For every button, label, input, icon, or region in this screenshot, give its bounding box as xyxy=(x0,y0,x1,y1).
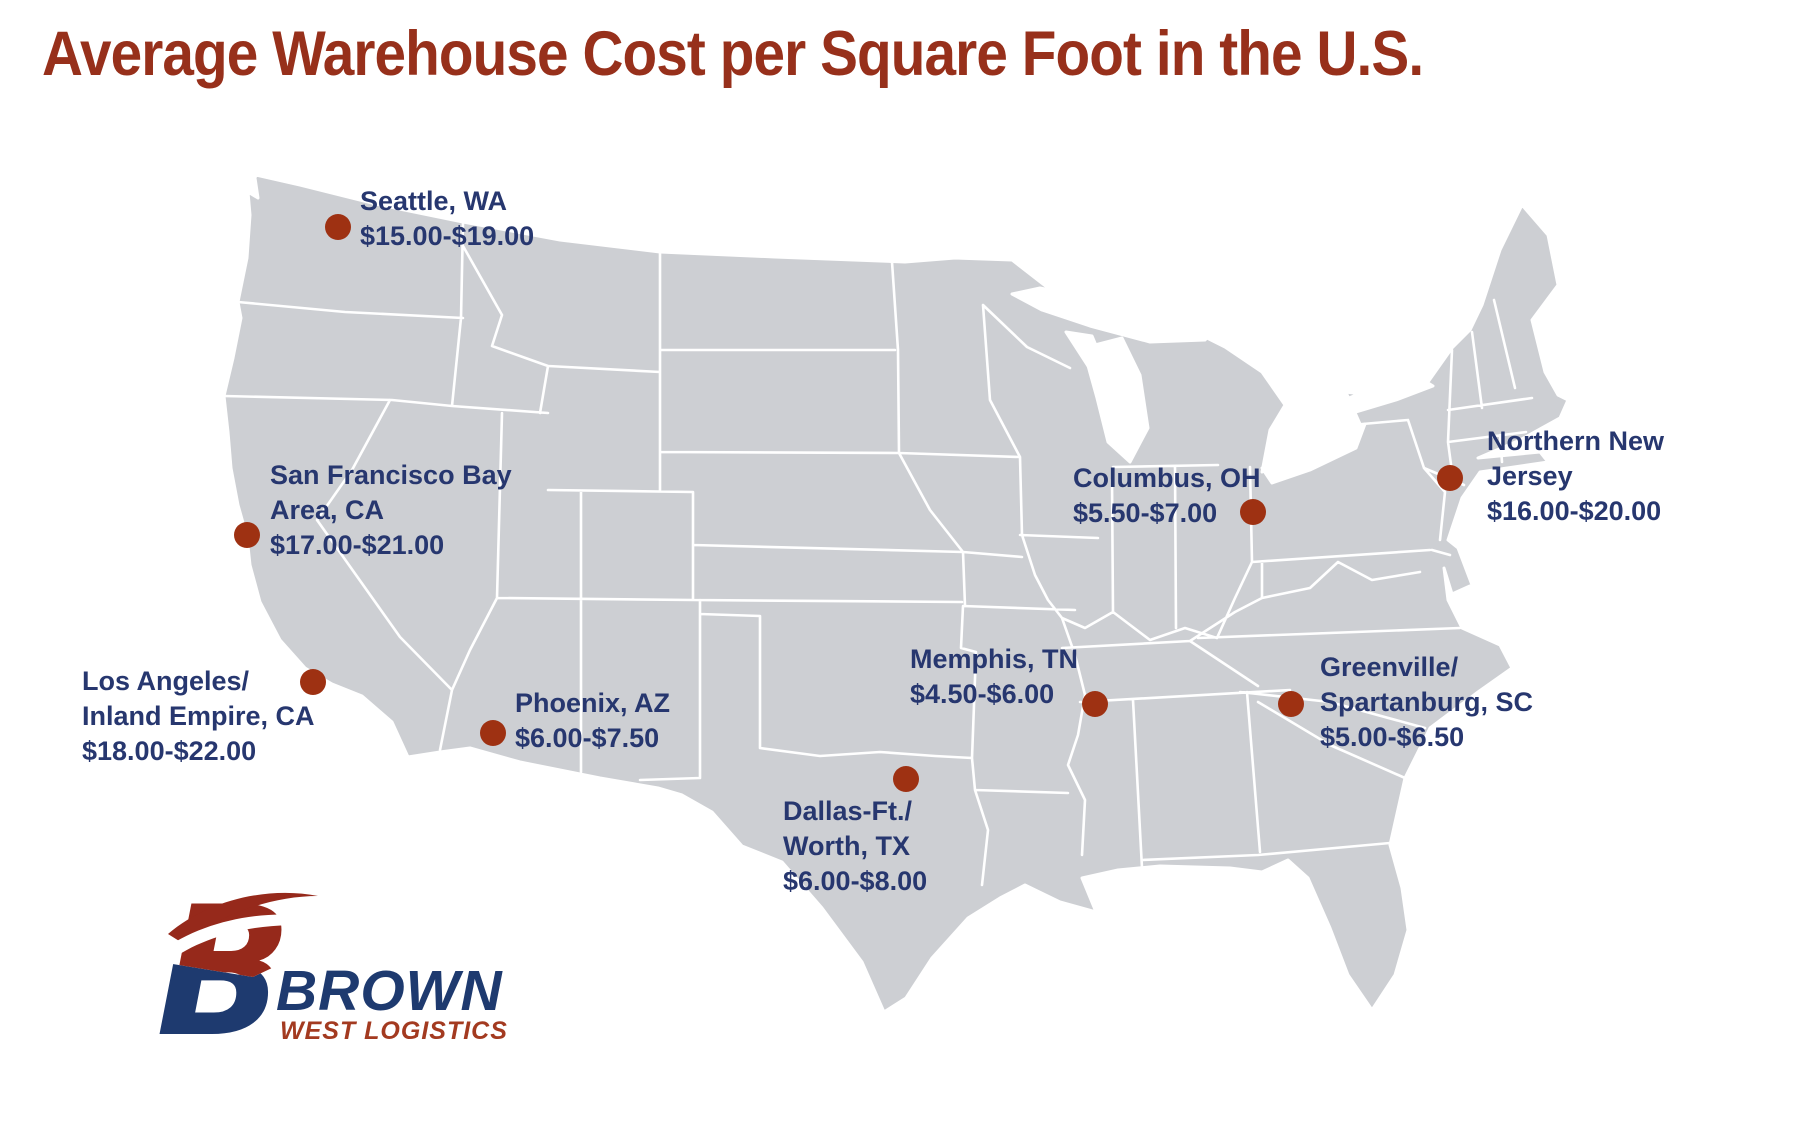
city-label-line: Jersey xyxy=(1487,461,1573,491)
city-dot-phoenix xyxy=(480,720,506,746)
city-dot-seattle xyxy=(325,214,351,240)
city-label-line: Spartanburg, SC xyxy=(1320,687,1534,717)
city-label-greenville: Greenville/Spartanburg, SC $5.00-$6.50 xyxy=(1320,650,1533,755)
city-label-line: Greenville/ xyxy=(1320,652,1459,682)
city-label-memphis: Memphis, TN $4.50-$6.00 xyxy=(910,642,1078,712)
city-label-line: Phoenix, AZ xyxy=(515,688,671,718)
city-label-northern-new-jersey: Northern New Jersey $16.00-$20.00 xyxy=(1487,424,1664,529)
page-title: Average Warehouse Cost per Square Foot i… xyxy=(42,19,1424,89)
city-label-phoenix: Phoenix, AZ $6.00-$7.50 xyxy=(515,686,670,756)
logo-tagline-text: WEST LOGISTICS xyxy=(280,1017,508,1045)
city-label-dallas: Dallas-Ft./ Worth, TX $6.00-$8.00 xyxy=(783,794,927,899)
city-label-line: $17.00-$21.00 xyxy=(270,530,445,560)
city-dot-los-angeles xyxy=(300,669,326,695)
city-label-line: $5.50-$7.00 xyxy=(1073,498,1218,528)
lake-superior xyxy=(1010,286,1242,344)
city-label-line: $6.00-$8.00 xyxy=(783,866,928,896)
city-dot-greenville xyxy=(1278,691,1304,717)
city-label-line: Seattle, WA xyxy=(360,186,508,216)
city-label-line: Memphis, TN xyxy=(910,644,1079,674)
logo-b-mark: B B xyxy=(158,882,318,1062)
city-dot-dallas xyxy=(893,766,919,792)
city-label-line: Los Angeles/ xyxy=(82,666,250,696)
city-label-san-francisco: San Francisco Bay Area, CA $17.00-$21.00 xyxy=(270,458,512,563)
logo-brand-text: BROWN xyxy=(276,959,503,1023)
city-label-line: $15.00-$19.00 xyxy=(360,221,535,251)
city-label-line: $5.00-$6.50 xyxy=(1320,722,1465,752)
city-label-seattle: Seattle, WA $15.00-$19.00 xyxy=(360,184,534,254)
lake-erie xyxy=(1260,422,1367,485)
lake-ontario xyxy=(1338,376,1435,414)
city-dot-columbus xyxy=(1240,499,1266,525)
brand-logo-svg: B B BROWN WEST LOGISTICS xyxy=(158,882,508,1062)
city-label-los-angeles: Los Angeles/Inland Empire, CA $18.00-$22.… xyxy=(82,664,315,769)
green-bay xyxy=(1064,330,1110,376)
city-dot-memphis xyxy=(1082,691,1108,717)
city-label-line: Area, CA xyxy=(270,495,385,525)
city-label-line: $18.00-$22.00 xyxy=(82,736,257,766)
city-label-line: Northern New xyxy=(1487,426,1665,456)
city-label-line: $16.00-$20.00 xyxy=(1487,496,1662,526)
logo-speedline xyxy=(160,914,308,962)
city-label-line: $6.00-$7.50 xyxy=(515,723,660,753)
city-label-line: $4.50-$6.00 xyxy=(910,679,1055,709)
city-label-line: Columbus, OH xyxy=(1073,463,1261,493)
city-label-columbus: Columbus, OH $5.50-$7.00 xyxy=(1073,461,1261,531)
logo-speedline-2 xyxy=(228,966,308,1058)
city-label-line: San Francisco Bay xyxy=(270,460,512,490)
city-dot-san-francisco xyxy=(234,522,260,548)
city-label-line: Dallas-Ft./ xyxy=(783,796,913,826)
city-label-line: Worth, TX xyxy=(783,831,910,861)
city-dot-northern-new-jersey xyxy=(1437,465,1463,491)
brand-logo: B B BROWN WEST LOGISTICS xyxy=(158,882,588,1062)
city-label-line: Inland Empire, CA xyxy=(82,701,315,731)
